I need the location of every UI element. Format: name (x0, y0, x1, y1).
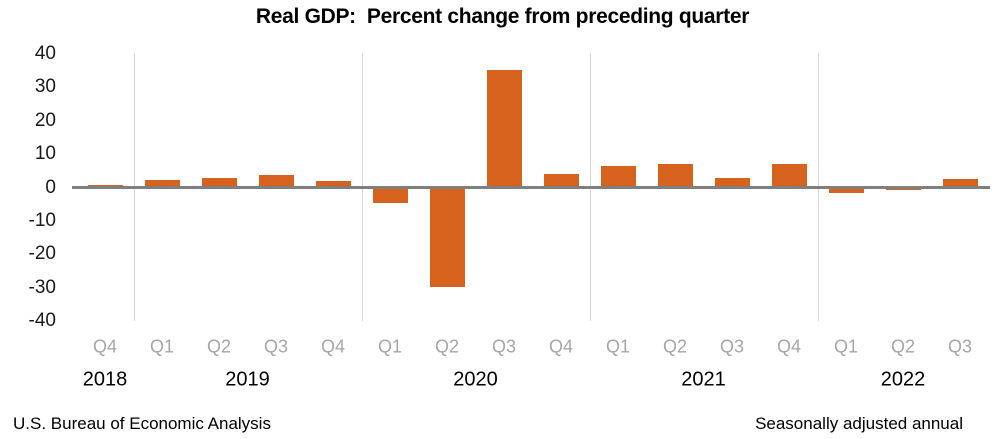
source-label: U.S. Bureau of Economic Analysis (13, 414, 271, 433)
bar (486, 69, 522, 188)
bar (657, 164, 693, 188)
bar (828, 187, 864, 193)
quarter-tick-label: Q4 (320, 336, 346, 357)
quarter-tick-label: Q1 (605, 336, 631, 357)
y-axis-tick-label: -30 (28, 276, 56, 298)
quarter-tick-label: Q3 (947, 336, 973, 357)
bar (201, 178, 237, 188)
year-label: 2020 (453, 368, 498, 391)
bar (315, 181, 351, 188)
quarter-tick-label: Q2 (434, 336, 460, 357)
year-label: 2021 (681, 368, 726, 391)
quarter-tick-label: Q2 (890, 336, 916, 357)
y-axis-tick-label: -10 (28, 209, 56, 231)
bar (600, 166, 636, 188)
y-axis-tick-label: 40 (34, 43, 56, 64)
bar (714, 178, 750, 188)
bar (942, 178, 978, 188)
quarter-tick-label: Q1 (149, 336, 175, 357)
year-label: 2019 (225, 368, 270, 391)
bar (771, 164, 807, 188)
quarter-tick-label: Q4 (776, 336, 802, 357)
quarter-tick-label: Q1 (377, 336, 403, 357)
year-label: 2018 (82, 368, 128, 391)
y-axis-tick-label: 30 (34, 76, 56, 98)
chart-title: Real GDP: Percent change from preceding … (255, 5, 750, 28)
y-axis-tick-label: -20 (28, 243, 56, 265)
quarter-tick-label: Q3 (263, 336, 289, 357)
quarter-tick-label: Q3 (491, 336, 517, 357)
bar (258, 175, 294, 188)
quarter-tick-label: Q2 (662, 336, 688, 357)
quarter-tick-label: Q4 (548, 336, 574, 357)
y-axis-tick-label: 10 (34, 143, 56, 165)
bar (429, 187, 465, 288)
bar (543, 174, 579, 188)
year-label: 2022 (880, 368, 926, 391)
quarter-tick-label: Q2 (206, 336, 232, 357)
quarter-tick-label: Q4 (92, 336, 118, 357)
y-axis-tick-label: -40 (28, 310, 56, 331)
note-label: Seasonally adjusted annual (755, 414, 963, 433)
y-axis-tick-label: 0 (45, 176, 56, 198)
quarter-tick-label: Q1 (833, 336, 859, 357)
zero-axis-line (72, 186, 990, 189)
bar (372, 187, 408, 203)
quarter-tick-label: Q3 (719, 336, 745, 357)
y-axis-tick-label: 20 (34, 109, 56, 131)
bar (144, 180, 180, 188)
